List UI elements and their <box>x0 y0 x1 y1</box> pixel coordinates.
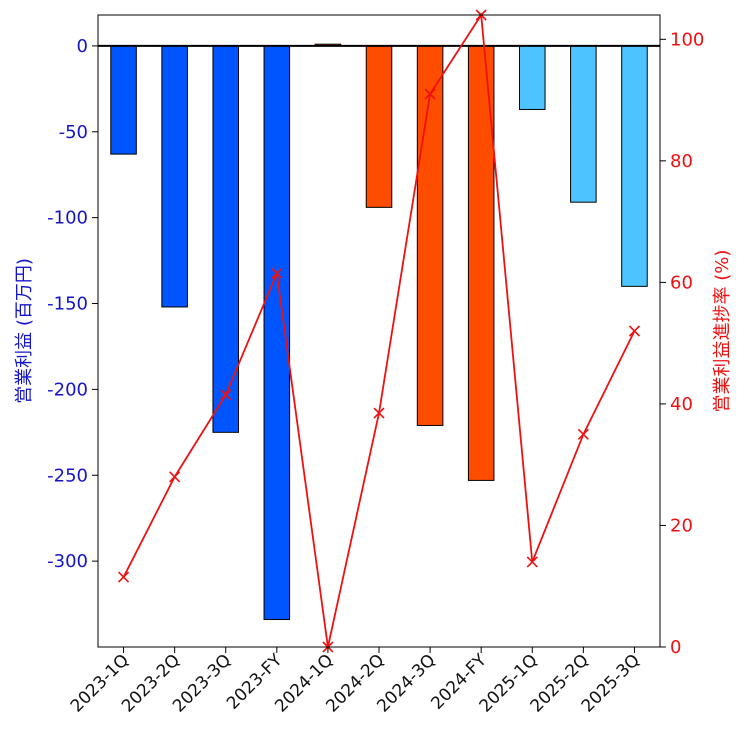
bar-2025-2Q <box>570 45 597 203</box>
right-axis: 0 20 40 60 80 100 <box>660 29 704 658</box>
right-tick-label: 80 <box>670 151 693 172</box>
progress-point-2025-1Q <box>526 556 538 568</box>
left-tick-label: -100 <box>47 208 88 229</box>
right-tick-label: 0 <box>670 637 681 658</box>
left-tick-label: 0 <box>77 36 88 57</box>
progress-point-2023-1Q <box>117 571 130 583</box>
progress-point-2024-2Q <box>373 407 385 419</box>
left-tick-label: -250 <box>47 465 88 486</box>
progress-point-2023-FY <box>271 267 283 279</box>
bar-2023-2Q <box>161 45 188 308</box>
bar-2025-1Q <box>519 45 546 110</box>
bars-group <box>110 43 648 621</box>
left-tick-label: -300 <box>47 551 88 572</box>
left-tick-label: -50 <box>59 122 88 143</box>
y-axis-right-label: 営業利益進捗率 (%) <box>712 250 733 413</box>
bar-2025-3Q <box>621 45 648 287</box>
progress-point-2024-3Q <box>424 88 436 100</box>
right-tick-label: 20 <box>670 515 693 536</box>
bar-2023-1Q <box>110 45 137 155</box>
progress-point-2023-3Q <box>220 389 232 401</box>
bar-2024-FY <box>467 45 495 481</box>
bar-2024-2Q <box>365 45 393 208</box>
left-axis: 0 -50 -100 -150 -200 -250 -300 <box>47 36 98 572</box>
progress-point-2025-2Q <box>577 428 589 440</box>
y-axis-left-label: 営業利益 (百万円) <box>14 258 35 404</box>
left-tick-label: -150 <box>47 294 88 315</box>
progress-point-2023-2Q <box>169 471 181 483</box>
right-tick-label: 60 <box>670 272 693 293</box>
progress-point-2025-3Q <box>628 325 641 337</box>
right-tick-label: 40 <box>670 394 693 415</box>
left-tick-label: -200 <box>47 379 88 400</box>
progress-line-group <box>117 9 641 653</box>
bar-2024-3Q <box>416 45 444 426</box>
x-axis: 2023-1Q2023-2Q2023-3Q2023-FY2024-1Q2024-… <box>67 647 644 717</box>
bar-2023-3Q <box>212 45 239 433</box>
right-tick-label: 100 <box>670 29 704 50</box>
